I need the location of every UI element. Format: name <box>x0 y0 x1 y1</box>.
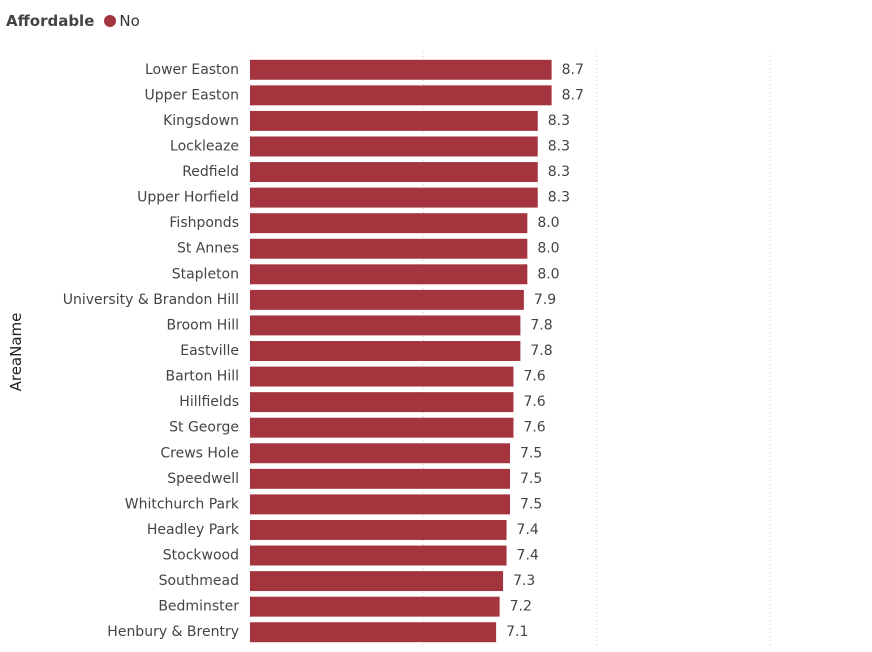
data-label: 8.7 <box>562 87 584 103</box>
bar[interactable] <box>250 289 524 310</box>
category-label: Stapleton <box>172 266 239 282</box>
category-label: St George <box>169 420 239 436</box>
legend-label-no[interactable]: No <box>119 12 140 30</box>
bar[interactable] <box>250 596 500 617</box>
data-label: 7.9 <box>534 292 556 308</box>
bar[interactable] <box>250 341 521 361</box>
category-label: Upper Easton <box>145 87 240 103</box>
data-label: 8.7 <box>562 62 584 78</box>
bar[interactable] <box>250 622 497 643</box>
bar[interactable] <box>250 443 510 464</box>
category-label: Speedwell <box>167 471 239 487</box>
data-label: 7.2 <box>510 599 532 615</box>
category-label: Hillfields <box>179 394 239 410</box>
data-label: 7.5 <box>520 471 542 487</box>
bar[interactable] <box>250 468 510 489</box>
bar[interactable] <box>250 136 538 157</box>
data-label: 8.0 <box>537 241 559 257</box>
bar[interactable] <box>250 264 528 285</box>
data-label: 7.6 <box>523 420 545 436</box>
category-label: Kingsdown <box>163 113 239 129</box>
bar[interactable] <box>250 162 538 183</box>
category-label: Eastville <box>180 343 239 359</box>
category-label: Barton Hill <box>165 369 239 385</box>
bar[interactable] <box>250 213 528 234</box>
bar[interactable] <box>250 571 504 592</box>
legend-title: Affordable <box>6 12 95 30</box>
category-label: Stockwood <box>163 548 239 564</box>
data-label: 7.8 <box>530 343 552 359</box>
bar[interactable] <box>250 187 538 208</box>
category-label: Lockleaze <box>170 138 239 154</box>
bar[interactable] <box>250 110 538 131</box>
data-label: 7.1 <box>506 624 528 640</box>
category-label: Headley Park <box>147 522 240 538</box>
data-label: 8.0 <box>537 215 559 231</box>
category-label: Crews Hole <box>160 445 239 461</box>
bar[interactable] <box>250 392 514 413</box>
data-label: 8.3 <box>548 164 570 180</box>
category-label: Redfield <box>182 164 239 180</box>
data-label: 7.6 <box>523 394 545 410</box>
data-label: 8.0 <box>537 266 559 282</box>
category-label: Whitchurch Park <box>125 496 240 512</box>
bar[interactable] <box>250 545 507 566</box>
category-label: Lower Easton <box>145 62 239 78</box>
bar[interactable] <box>250 417 514 438</box>
category-label: Southmead <box>159 573 239 589</box>
bar[interactable] <box>250 238 528 259</box>
legend-swatch-no[interactable] <box>104 15 117 27</box>
data-label: 7.4 <box>517 548 539 564</box>
data-label: 7.5 <box>520 496 542 512</box>
data-label: 7.3 <box>513 573 535 589</box>
data-label: 7.4 <box>517 522 539 538</box>
category-label: Henbury & Brentry <box>107 624 239 640</box>
category-label: Fishponds <box>169 215 239 231</box>
data-label: 7.6 <box>523 369 545 385</box>
bar[interactable] <box>250 315 521 336</box>
category-label: St Annes <box>177 241 239 257</box>
data-label: 8.3 <box>548 190 570 206</box>
bar[interactable] <box>250 494 510 515</box>
legend: Affordable No <box>6 10 140 32</box>
category-label: Bedminster <box>158 599 239 615</box>
category-label: Upper Horfield <box>137 190 239 206</box>
data-label: 7.5 <box>520 445 542 461</box>
bar[interactable] <box>250 519 507 540</box>
data-label: 8.3 <box>548 113 570 129</box>
category-label: Broom Hill <box>167 317 239 333</box>
bar[interactable] <box>250 59 552 80</box>
bar[interactable] <box>250 85 552 106</box>
data-label: 7.8 <box>530 317 552 333</box>
category-label: University & Brandon Hill <box>63 292 239 308</box>
data-label: 8.3 <box>548 138 570 154</box>
bar[interactable] <box>250 366 514 387</box>
